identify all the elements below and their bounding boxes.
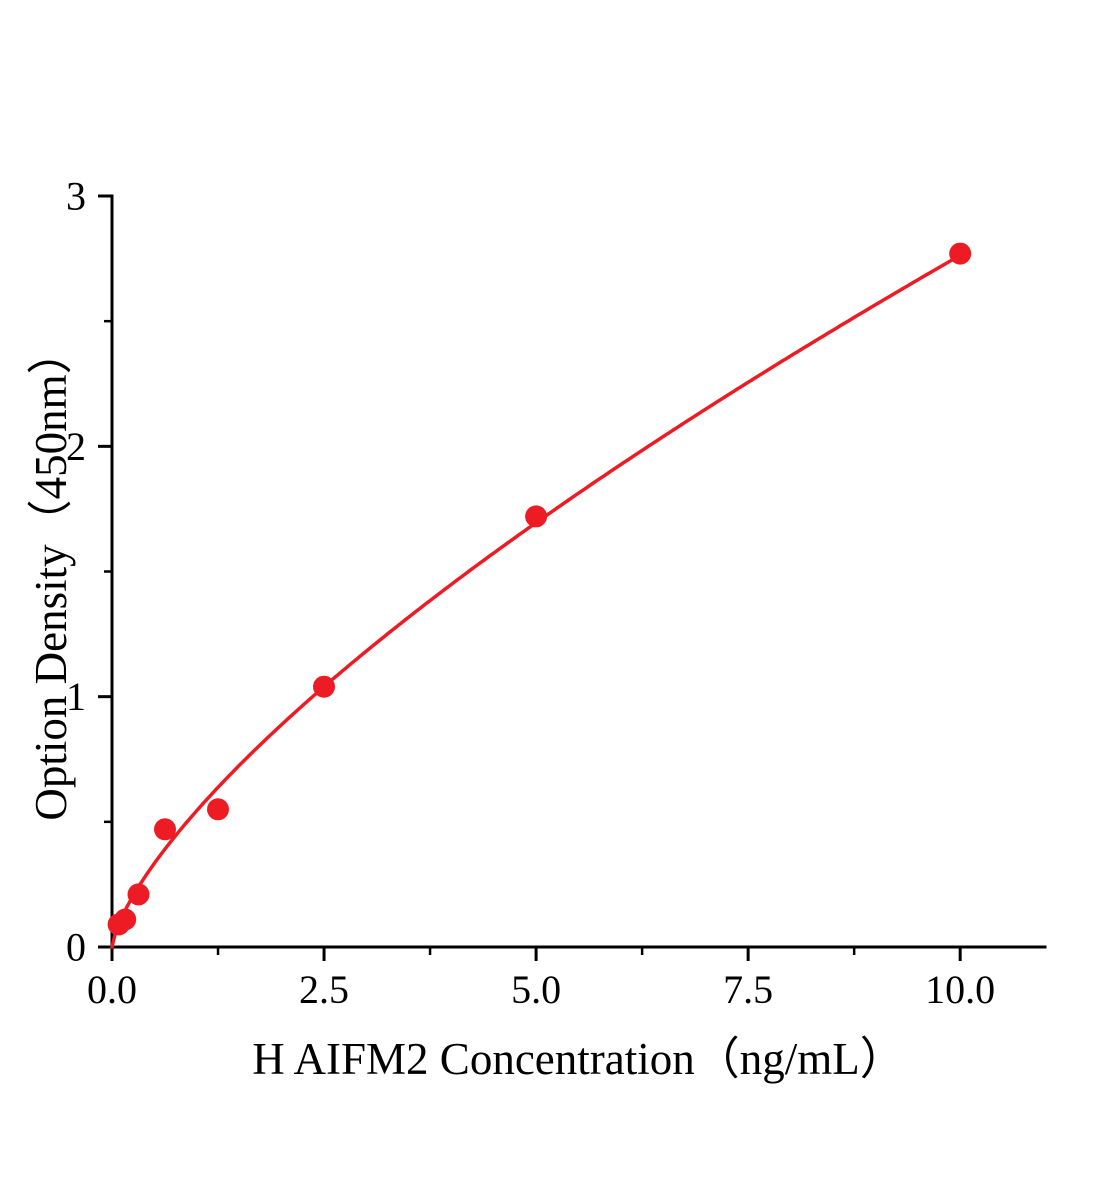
y-tick-label: 3 bbox=[66, 174, 86, 219]
y-tick-label: 1 bbox=[66, 674, 86, 719]
axis-lines bbox=[110, 194, 1047, 949]
x-tick-label: 10.0 bbox=[925, 967, 995, 1012]
data-point bbox=[114, 908, 137, 931]
fit-curve bbox=[110, 253, 962, 949]
data-point bbox=[949, 242, 972, 265]
y-tick-label: 2 bbox=[66, 424, 86, 469]
x-tick-label: 7.5 bbox=[723, 967, 773, 1012]
x-tick-label: 2.5 bbox=[299, 967, 349, 1012]
x-tick-label: 0.0 bbox=[87, 967, 137, 1012]
data-point bbox=[207, 798, 229, 821]
y-tick-label: 0 bbox=[66, 925, 86, 970]
y-axis-label: Option Density（450nm） bbox=[26, 329, 76, 821]
data-point bbox=[525, 505, 548, 528]
x-axis-label: H AIFM2 Concentration（ng/mL） bbox=[252, 1034, 905, 1084]
x-tick-label: 5.0 bbox=[511, 967, 561, 1012]
data-point bbox=[127, 883, 150, 906]
data-point bbox=[154, 818, 176, 841]
data-point bbox=[313, 675, 335, 698]
